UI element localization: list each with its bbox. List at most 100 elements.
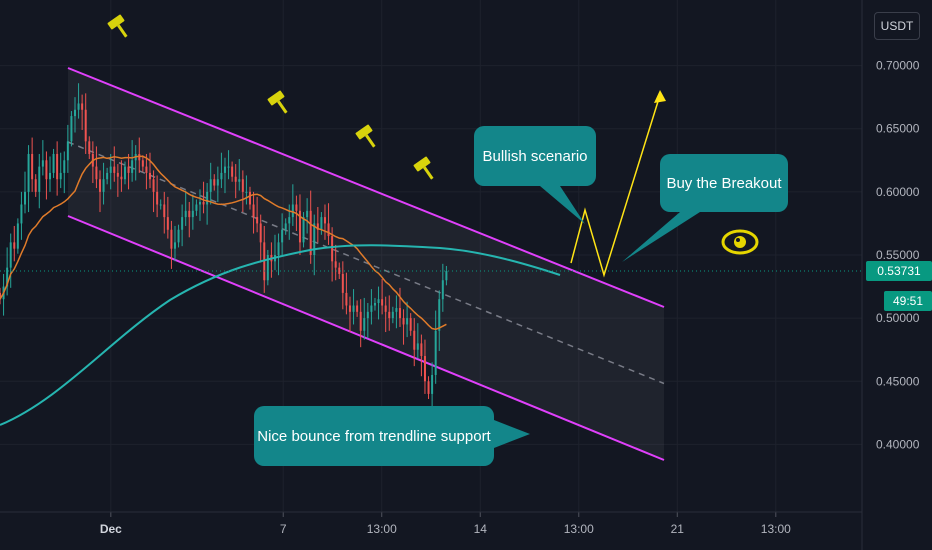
candle-body: [441, 280, 444, 300]
candle-body: [323, 217, 326, 224]
annotations: Bullish scenario Buy the Breakout Nice bou…: [0, 14, 862, 466]
candle-body: [209, 179, 212, 192]
gavel-icon: [267, 90, 288, 114]
y-tick-label: 0.65000: [876, 122, 920, 136]
candle-body: [341, 273, 344, 293]
bullish-callout-box: [474, 126, 596, 186]
x-tick-label: 13:00: [761, 522, 791, 536]
candle-body: [0, 292, 1, 300]
candle-body: [252, 204, 255, 218]
countdown-tag: 49:51: [884, 291, 932, 312]
gavel-handle: [277, 100, 288, 114]
candle-body: [391, 311, 394, 319]
candle-body: [306, 210, 309, 218]
candle-body: [259, 223, 262, 243]
candle-body: [420, 343, 423, 357]
candle-body: [348, 305, 351, 312]
channel-fill: [68, 68, 664, 460]
candle-body: [370, 305, 373, 312]
candle-body: [152, 179, 155, 192]
candle-body: [191, 210, 194, 218]
y-tick-label: 0.70000: [876, 59, 920, 73]
candle-body: [66, 141, 69, 161]
candle-body: [38, 166, 41, 192]
x-tick-label: 14: [474, 522, 488, 536]
candle-body: [398, 308, 401, 319]
candle-body: [356, 305, 359, 312]
candle-body: [327, 223, 330, 237]
candle-body: [48, 172, 51, 180]
candle-body: [291, 204, 294, 218]
gavel-icon: [107, 14, 128, 38]
channel-upper-line: [67, 67, 665, 308]
candle-body: [159, 204, 162, 206]
candle-body: [9, 242, 12, 268]
candle-body: [106, 172, 109, 180]
candle-body: [266, 255, 269, 281]
candle-body: [284, 223, 287, 230]
gavel-icon: [413, 156, 434, 180]
candle-body: [241, 179, 244, 192]
candle-body: [416, 343, 419, 350]
candle-body: [202, 201, 205, 205]
candle-body: [27, 153, 30, 192]
gavel-head: [355, 124, 373, 140]
candle-body: [431, 374, 434, 394]
candle-body: [81, 103, 84, 110]
gavel-icon: [355, 124, 376, 148]
candle-body: [166, 217, 169, 230]
candle-body: [45, 160, 48, 180]
candle-body: [406, 318, 409, 325]
candle-body: [70, 116, 73, 142]
breakout-callout-tail: [622, 212, 700, 262]
eye-glint: [736, 238, 740, 242]
gavel-head: [107, 14, 125, 30]
candle-body: [302, 217, 305, 243]
candle-body: [223, 166, 226, 173]
candle-body: [113, 166, 116, 173]
eye-pupil: [734, 236, 746, 248]
y-tick-label: 0.45000: [876, 374, 920, 388]
candle-body: [277, 242, 280, 255]
candle-body: [34, 179, 37, 192]
candle-body: [20, 204, 23, 224]
candle-body: [245, 191, 248, 193]
candles: [0, 83, 448, 411]
candle-body: [170, 229, 173, 249]
candle-body: [220, 172, 223, 180]
ma-slow-line: [0, 244, 561, 426]
candle-body: [148, 172, 151, 180]
candle-body: [206, 191, 209, 205]
channel-layer: [67, 67, 665, 461]
candle-body: [213, 179, 216, 186]
candle-body: [77, 103, 80, 110]
candle-body: [227, 166, 230, 168]
candle-body: [345, 292, 348, 306]
eye-outline: [721, 229, 759, 255]
candle-body: [88, 141, 91, 154]
candle-body: [352, 305, 355, 312]
candle-body: [281, 229, 284, 243]
candle-body: [363, 318, 366, 331]
candle-body: [238, 179, 241, 182]
candle-body: [413, 330, 416, 350]
candle-body: [63, 160, 66, 173]
grid: [0, 0, 862, 512]
bounce-callout: Nice bounce from trendline support: [254, 406, 530, 466]
candle-body: [145, 166, 148, 173]
bounce-callout-tail: [494, 420, 530, 448]
currency-selector[interactable]: USDT: [874, 12, 920, 40]
breakout-callout-text: Buy the Breakout: [666, 175, 782, 192]
bounce-callout-box: [254, 406, 494, 466]
candle-body: [116, 172, 119, 177]
candle-body: [384, 305, 387, 312]
x-tick-label: Dec: [100, 522, 122, 536]
y-tick-label: 0.40000: [876, 437, 920, 451]
candle-body: [427, 381, 430, 394]
eye-icon: [721, 229, 759, 255]
candle-body: [120, 176, 123, 180]
bounce-callout-text: Nice bounce from trendline support: [257, 428, 491, 445]
bullish-callout-text: Bullish scenario: [482, 148, 587, 165]
